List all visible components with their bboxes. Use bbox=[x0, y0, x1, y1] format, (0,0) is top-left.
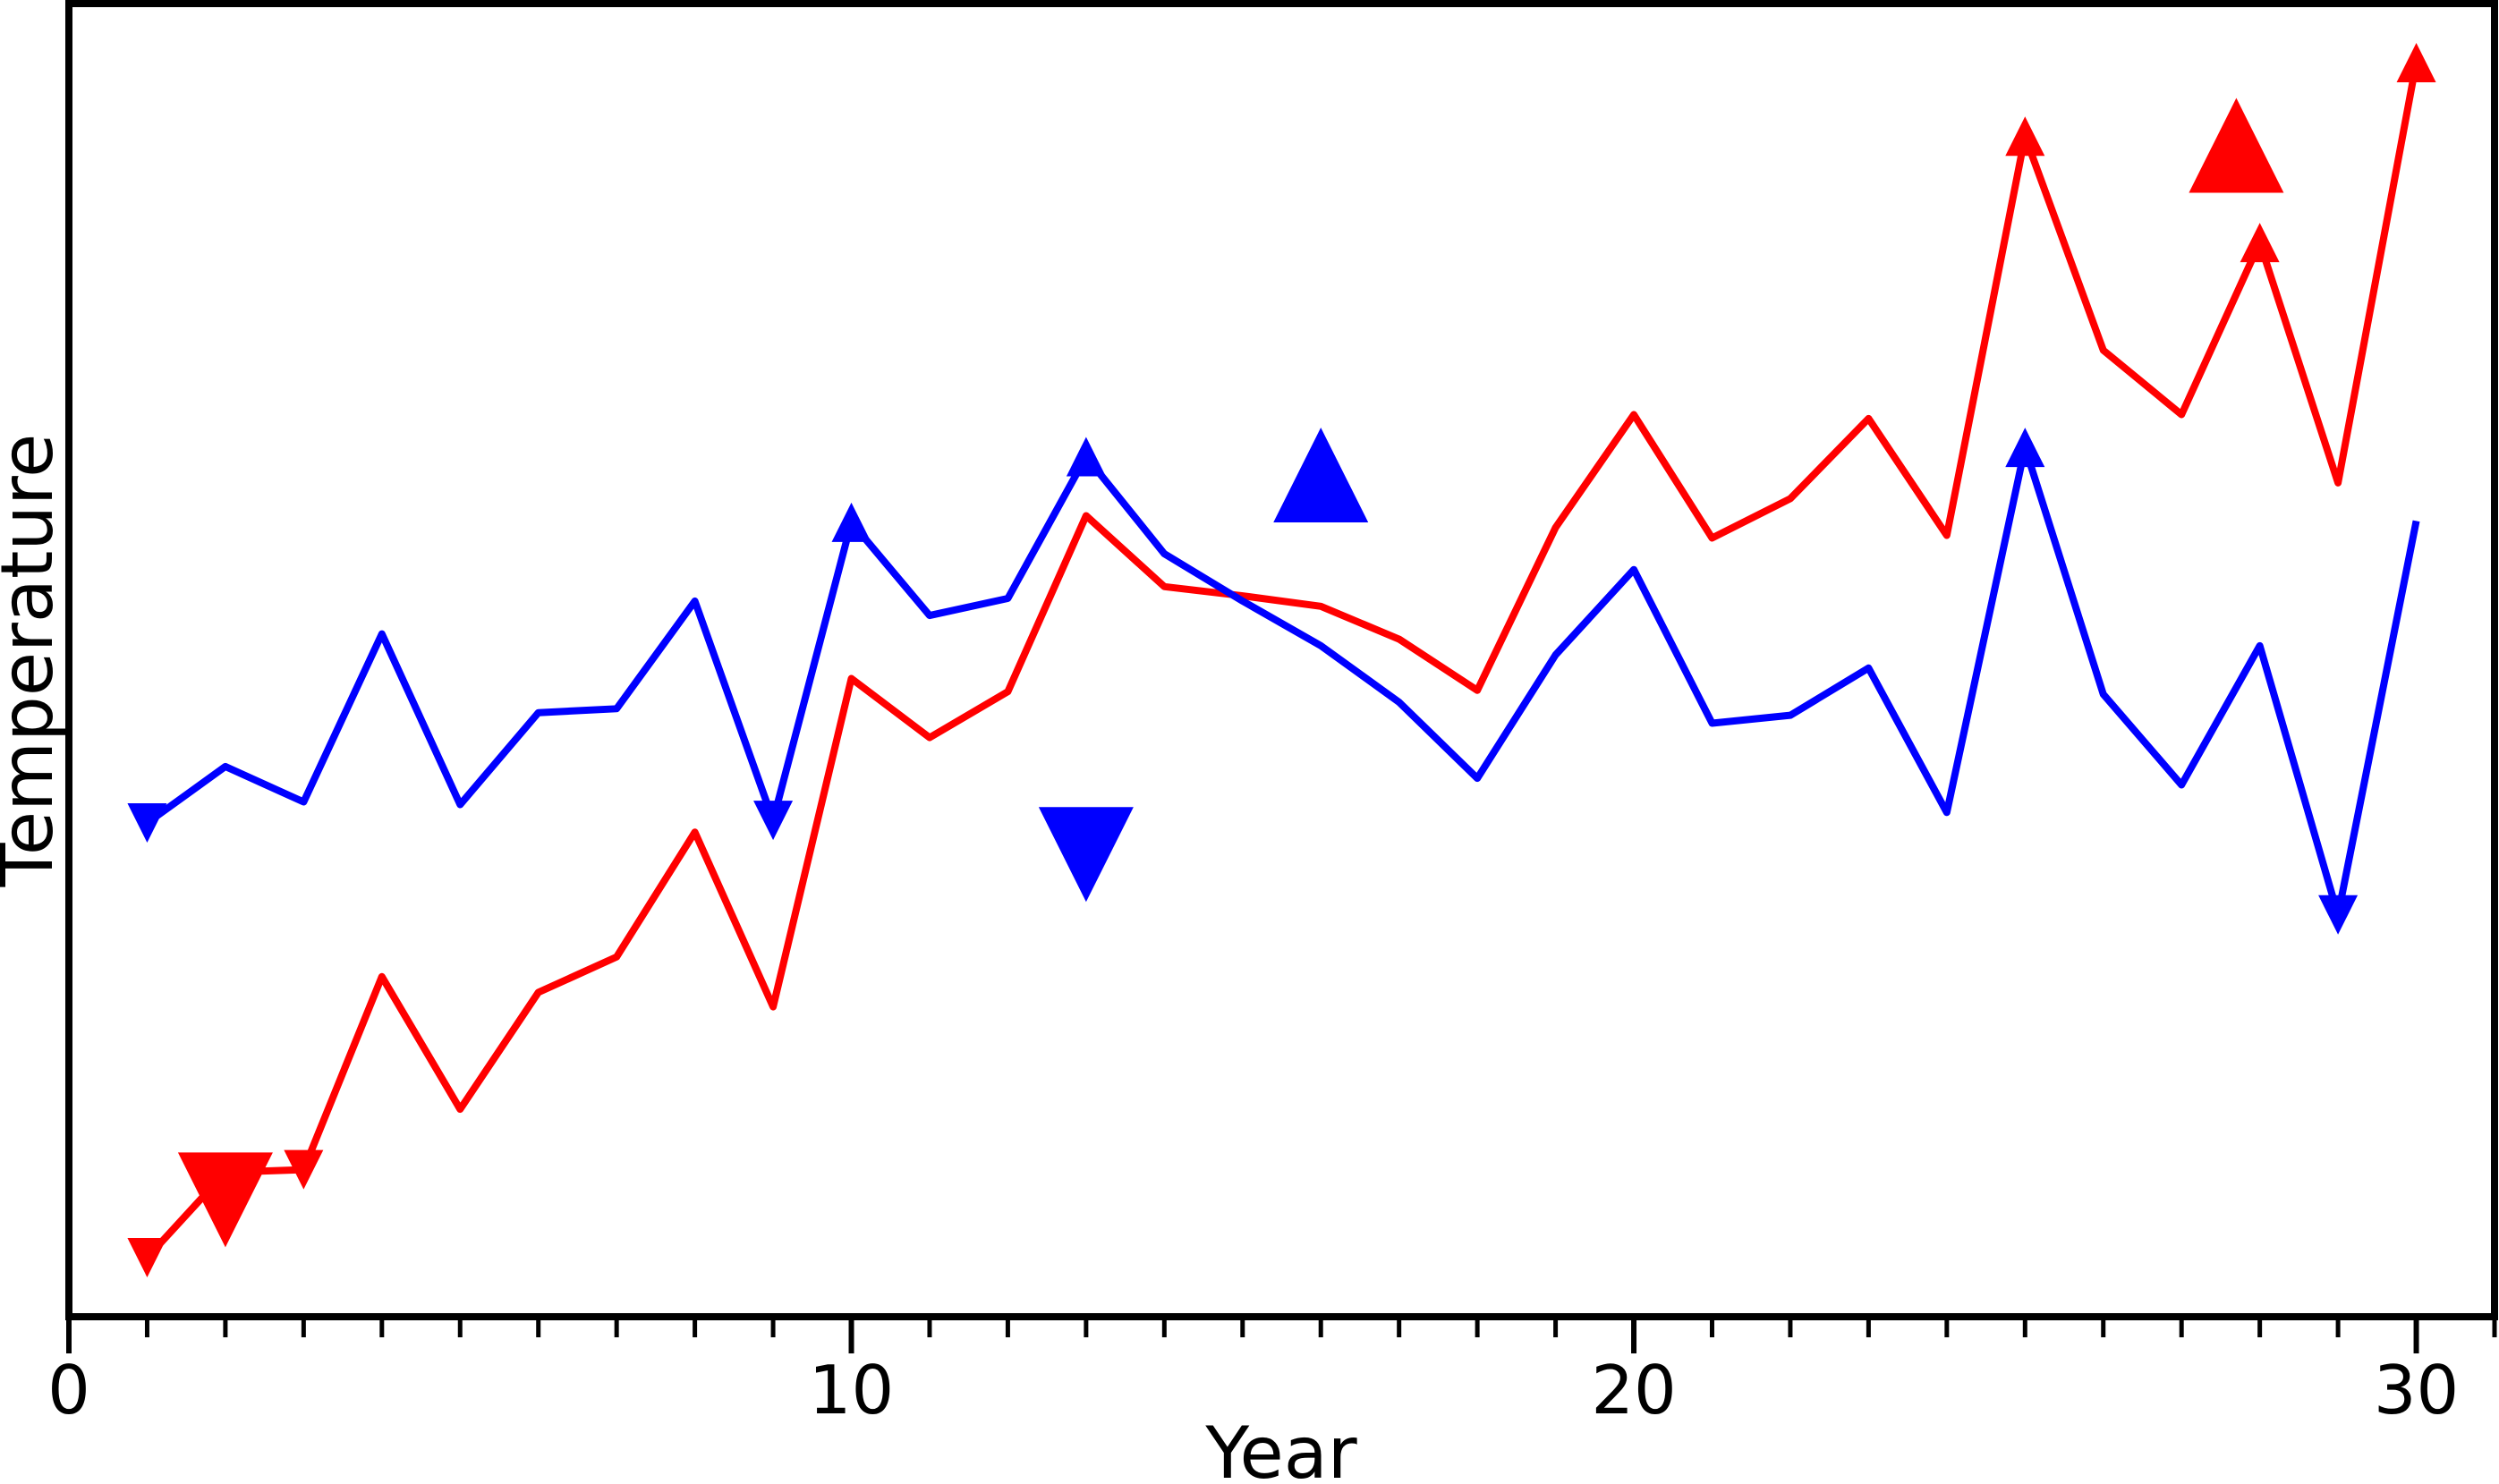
marker-blue-up-year13 bbox=[1066, 437, 1106, 477]
plot-border bbox=[65, 0, 2498, 1320]
x-tick-label: 0 bbox=[47, 1351, 90, 1429]
event-marker-blue-up bbox=[1273, 428, 1369, 523]
x-axis-label: Year bbox=[1204, 1412, 1356, 1484]
marker-blue-down-year1 bbox=[127, 803, 167, 844]
marker-blue-down-year29 bbox=[2318, 895, 2359, 935]
line-red bbox=[144, 62, 2420, 1260]
x-tick-label: 20 bbox=[1591, 1351, 1676, 1429]
event-marker-red-up bbox=[2189, 98, 2284, 193]
marker-blue-up-year10 bbox=[831, 502, 871, 542]
event-marker-blue-down bbox=[1038, 807, 1134, 903]
line-blue bbox=[145, 444, 2420, 919]
marker-blue-down-year9 bbox=[753, 801, 794, 841]
series-lines bbox=[144, 62, 2420, 1260]
event-marker-red-down bbox=[177, 1152, 273, 1248]
y-axis-label: Temperature bbox=[0, 434, 69, 888]
marker-red-down-year3 bbox=[284, 1149, 324, 1190]
x-axis-tick-labels: 0 10 20 30 bbox=[47, 1351, 2459, 1429]
x-tick-label: 10 bbox=[809, 1351, 894, 1429]
marker-red-down-year1 bbox=[127, 1237, 167, 1277]
marker-red-up-year28 bbox=[2240, 223, 2280, 263]
x-axis-major-ticks bbox=[66, 1317, 2419, 1353]
marker-red-up-year30 bbox=[2396, 43, 2436, 83]
marker-blue-up-year25 bbox=[2005, 428, 2045, 468]
marker-red-up-year25 bbox=[2005, 116, 2045, 157]
x-tick-label: 30 bbox=[2374, 1351, 2459, 1429]
event-markers bbox=[177, 98, 2284, 1248]
